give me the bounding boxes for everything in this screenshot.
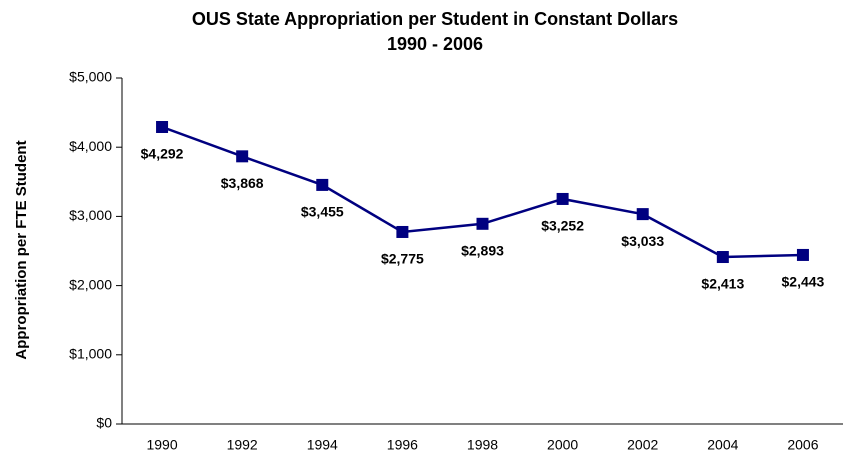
y-tick-label: $0 <box>96 415 112 431</box>
marker <box>716 251 729 264</box>
y-tick-label: $3,000 <box>69 207 112 223</box>
value-label: $2,893 <box>461 243 504 259</box>
value-label: $2,443 <box>782 274 825 290</box>
line <box>161 125 803 259</box>
chart-title: OUS State Appropriation per Student in C… <box>192 9 678 29</box>
marker <box>556 192 569 205</box>
x-tick-label: 1996 <box>387 437 418 453</box>
x-tick-label: 2000 <box>547 437 578 453</box>
y-axis-label: Appropriation per FTE Student <box>13 140 30 359</box>
value-label: $2,775 <box>381 251 424 267</box>
value-label: $4,292 <box>141 146 184 162</box>
value-label: $3,252 <box>541 218 584 234</box>
x-tick-label: 1998 <box>467 437 498 453</box>
x-tick-label: 2004 <box>707 437 738 453</box>
x-tick-label: 1990 <box>146 437 177 453</box>
marker <box>316 178 329 191</box>
value-label: $3,033 <box>621 233 664 249</box>
y-tick-label: $2,000 <box>69 276 112 292</box>
y-tick-label: $1,000 <box>69 346 112 362</box>
value-label: $2,413 <box>701 276 744 292</box>
x-tick-label: 2006 <box>787 437 818 453</box>
marker <box>636 208 649 221</box>
marker <box>156 120 169 133</box>
marker <box>476 217 489 230</box>
y-tick-label: $5,000 <box>69 69 112 85</box>
y-tick-label: $4,000 <box>69 138 112 154</box>
marker <box>236 150 249 163</box>
marker <box>796 248 809 261</box>
marker <box>396 225 409 238</box>
x-tick-label: 1994 <box>307 437 338 453</box>
chart-subtitle: 1990 - 2006 <box>387 34 483 54</box>
value-label: $3,455 <box>301 204 344 220</box>
value-label: $3,868 <box>221 175 264 191</box>
x-tick-label: 1992 <box>227 437 258 453</box>
x-tick-label: 2002 <box>627 437 658 453</box>
